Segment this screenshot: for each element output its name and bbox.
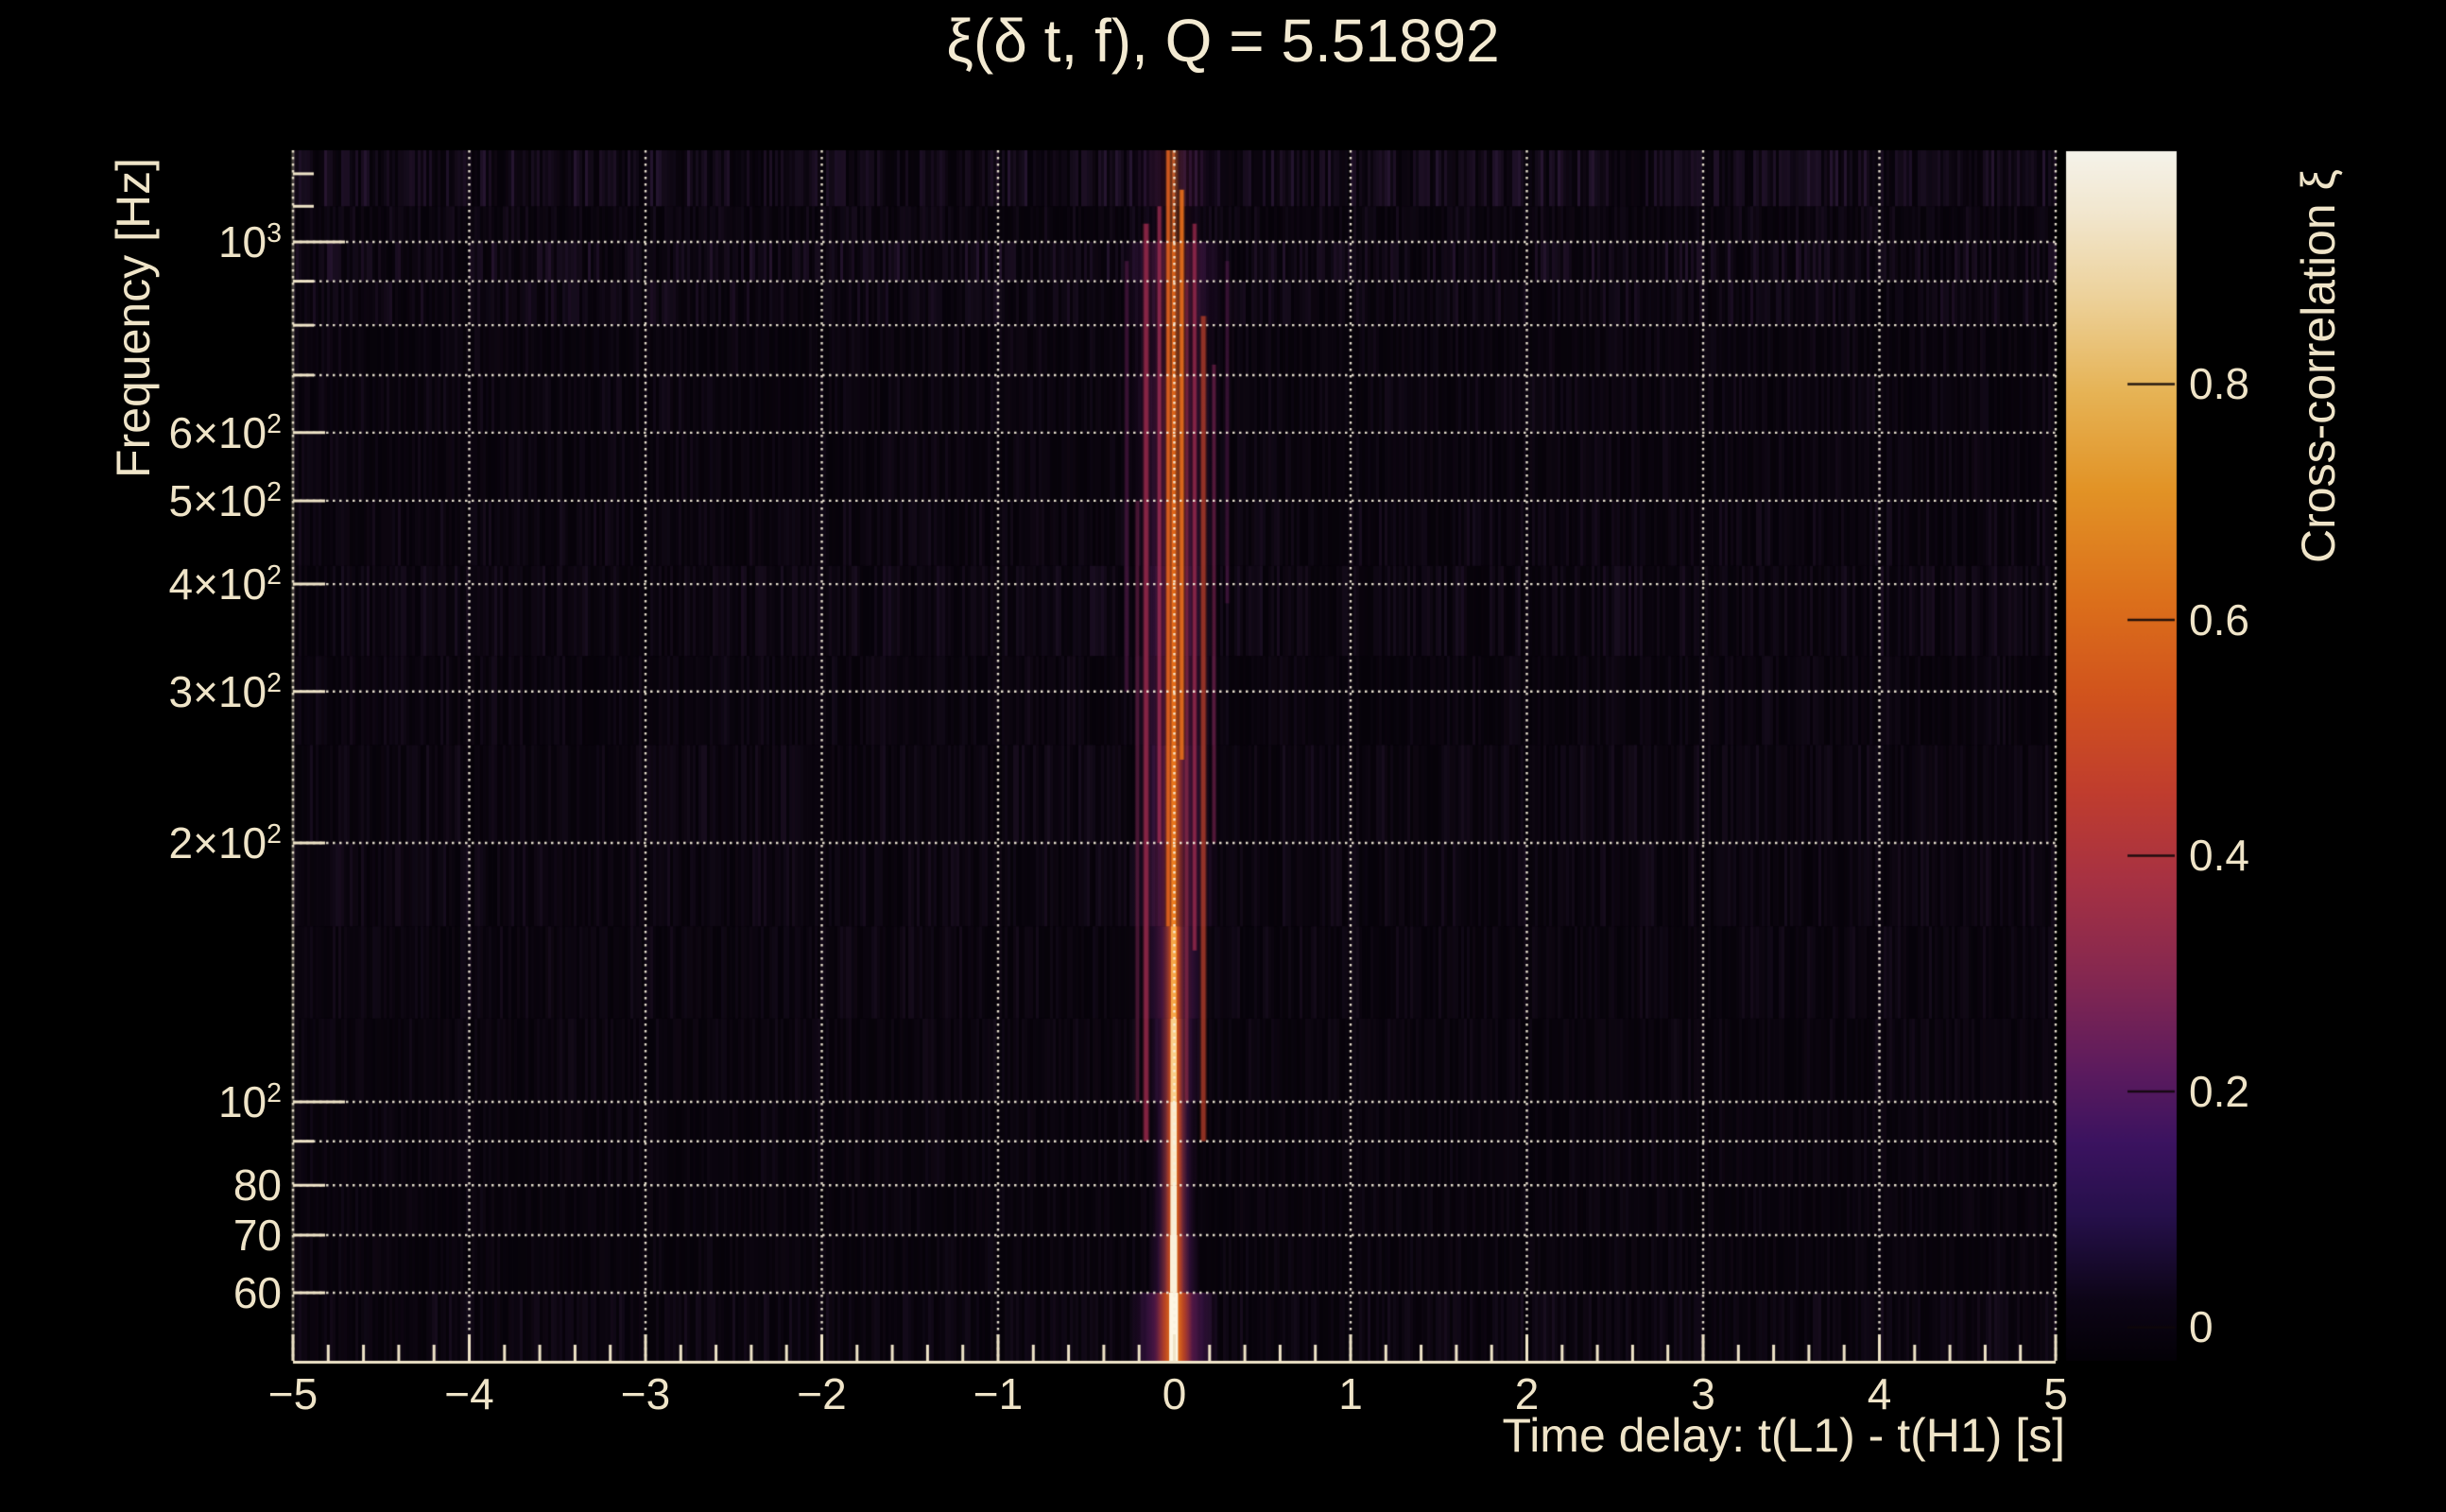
y-tick-label: 4×102 (168, 559, 282, 610)
y-tick-label: 60 (233, 1267, 282, 1317)
y-tick-label: 103 (217, 216, 282, 266)
y-tick-label: 5×102 (168, 475, 282, 525)
x-tick-label: −2 (797, 1369, 847, 1418)
x-tick-label: −4 (444, 1369, 494, 1418)
x-tick-label: 3 (1691, 1369, 1715, 1418)
colorbar-tick-label: 0 (2189, 1302, 2213, 1352)
x-tick-label: 5 (2043, 1369, 2068, 1418)
chart-title: ξ(δ t, f), Q = 5.51892 (946, 7, 1500, 75)
y-tick-label: 70 (233, 1211, 282, 1260)
y-tick-label: 80 (233, 1160, 282, 1211)
y-tick-label: 6×102 (168, 407, 282, 457)
y-axis-title: Frequency [Hz] (107, 157, 160, 478)
y-tick-label: 102 (217, 1077, 282, 1127)
colorbar-tick-label: 0.8 (2189, 359, 2249, 409)
x-tick-label: −5 (267, 1369, 319, 1418)
x-axis-title: Time delay: t(L1) - t(H1) [s] (1502, 1409, 2065, 1462)
x-tick-label: −3 (620, 1369, 671, 1418)
y-tick-label: 2×102 (168, 818, 282, 868)
x-tick-label: 4 (1867, 1369, 1892, 1418)
colorbar-tick-label: 0.2 (2189, 1066, 2249, 1116)
x-tick-label: −1 (973, 1369, 1024, 1418)
x-tick-label: 0 (1162, 1369, 1187, 1418)
x-tick-label: 2 (1514, 1369, 1540, 1418)
y-tick-label: 3×102 (168, 666, 282, 716)
x-tick-label: 1 (1338, 1369, 1363, 1418)
colorbar-tick-label: 0.4 (2189, 831, 2249, 881)
colorbar-tick-label: 0.6 (2189, 594, 2249, 644)
colorbar-title: Cross-correlation ξ (2292, 169, 2345, 563)
